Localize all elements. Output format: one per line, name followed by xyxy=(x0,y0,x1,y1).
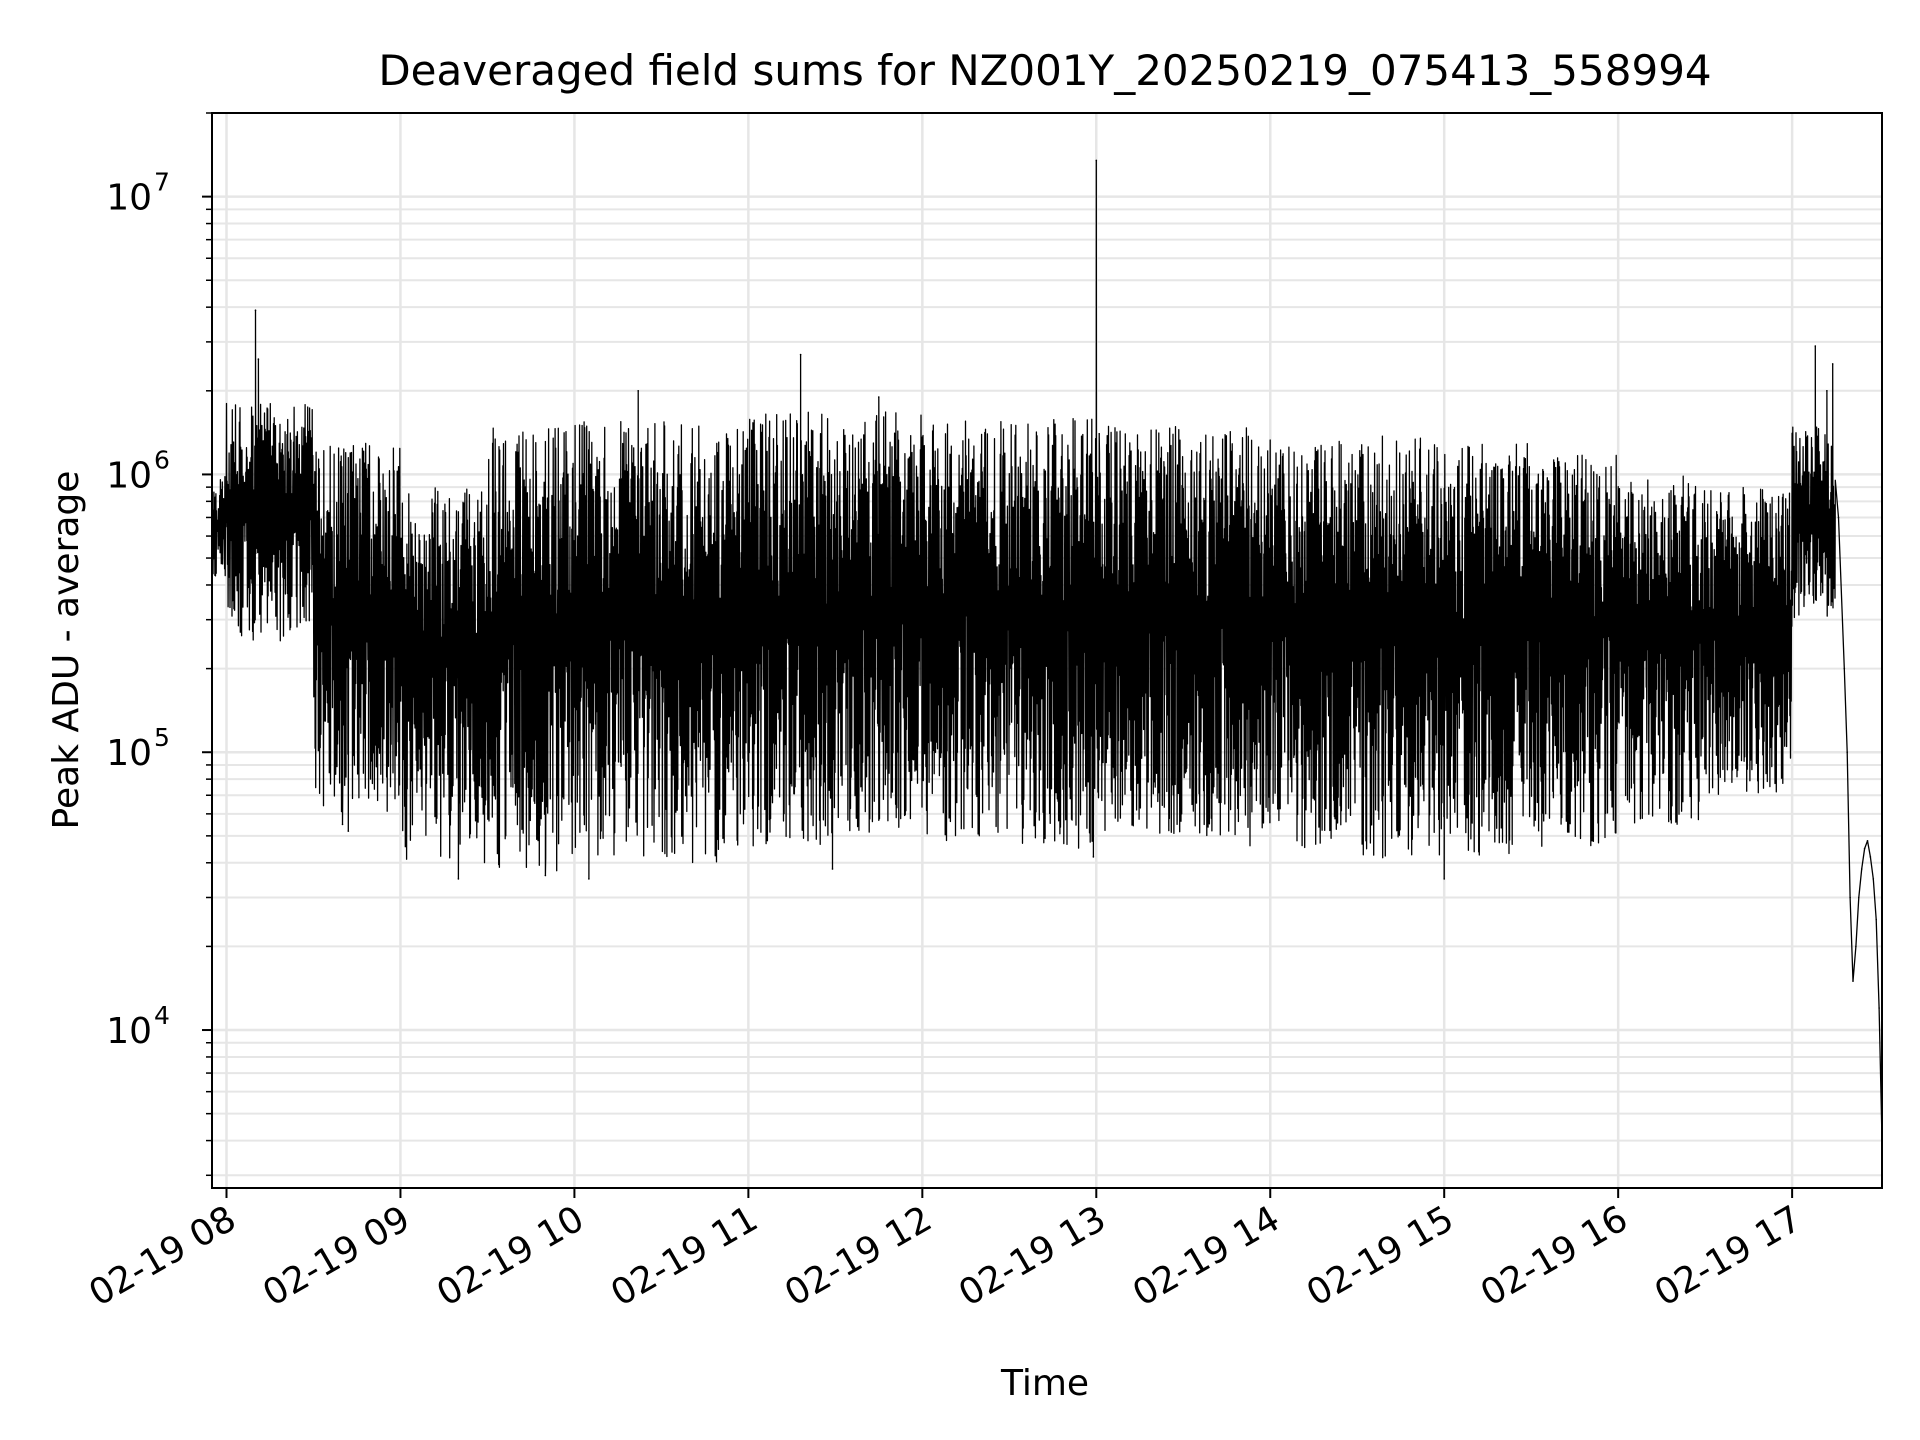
y-tick-label: 10 6 xyxy=(106,445,170,496)
data-point xyxy=(878,396,880,398)
data-point xyxy=(1860,868,1863,870)
data-point xyxy=(257,358,260,360)
data-point xyxy=(457,878,460,880)
data-point xyxy=(1092,856,1095,858)
data-series xyxy=(211,159,1883,1142)
chart-title: Deaveraged field sums for NZ001Y_2025021… xyxy=(378,46,1711,95)
data-point xyxy=(1837,516,1840,519)
y-tick-label-exponent: 4 xyxy=(154,1001,170,1030)
data-point xyxy=(1831,363,1834,365)
data-point xyxy=(1814,345,1817,347)
x-axis-label: Time xyxy=(1000,1363,1089,1404)
data-point xyxy=(588,878,590,880)
data-point xyxy=(254,309,257,312)
data-point xyxy=(1095,159,1098,162)
data-point xyxy=(1791,584,1793,586)
data-point xyxy=(1875,918,1877,921)
data-point xyxy=(831,868,834,870)
data-point xyxy=(544,874,547,877)
y-tick-label: 10 5 xyxy=(106,723,170,774)
data-point xyxy=(1872,878,1875,880)
data-point xyxy=(1443,878,1445,880)
y-tick-label-exponent: 5 xyxy=(154,723,170,752)
data-point xyxy=(341,823,344,826)
data-point xyxy=(347,830,350,832)
data-point xyxy=(1098,433,1100,435)
data-point xyxy=(637,390,639,392)
data-point xyxy=(1858,896,1860,899)
y-tick-label-exponent: 6 xyxy=(154,445,170,474)
data-point xyxy=(1843,667,1846,670)
y-tick-label: 10 7 xyxy=(106,168,170,219)
data-point xyxy=(1863,847,1866,850)
y-tick-label-base: 10 xyxy=(106,733,152,774)
y-tick-label-exponent: 7 xyxy=(154,168,170,197)
y-tick-label: 10 4 xyxy=(106,1001,170,1052)
data-point xyxy=(1855,945,1857,948)
data-point xyxy=(1878,1007,1880,1009)
data-point xyxy=(1849,896,1851,899)
data-point xyxy=(1852,980,1854,982)
data-point xyxy=(1866,840,1869,842)
data-point xyxy=(799,353,802,356)
data-point xyxy=(1869,856,1872,858)
y-tick-label-base: 10 xyxy=(106,455,152,496)
series-line xyxy=(211,159,1883,1141)
data-point xyxy=(1846,751,1848,753)
data-point xyxy=(1805,557,1808,559)
plot-frame xyxy=(211,112,1883,1189)
y-tick-label-base: 10 xyxy=(106,1011,152,1052)
data-point xyxy=(327,618,329,621)
y-tick-label-base: 10 xyxy=(106,178,152,219)
data-point xyxy=(1826,390,1828,392)
y-axis-label: Peak ADU - average xyxy=(46,471,87,830)
